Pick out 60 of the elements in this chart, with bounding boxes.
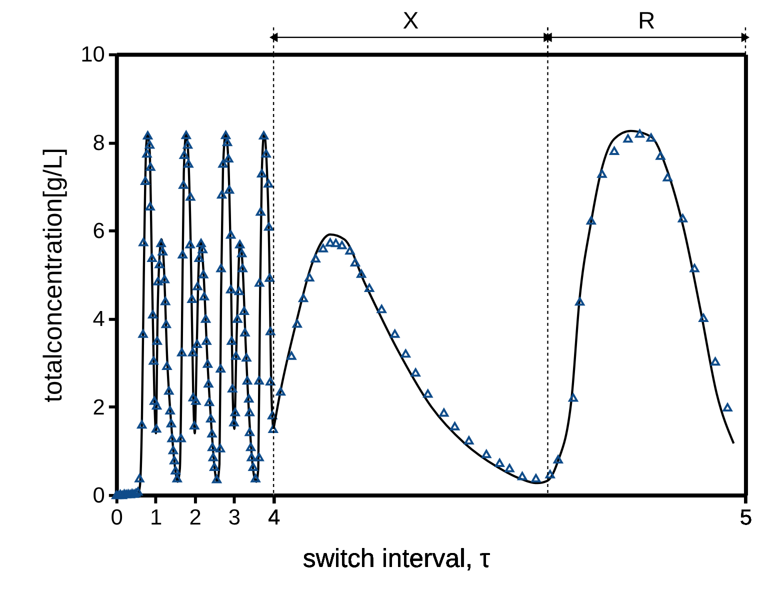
point [310,254,320,262]
point [494,458,504,467]
point [722,403,732,412]
point [356,270,366,278]
point [318,244,328,252]
point [656,151,666,160]
x-tick-label: 3 [228,504,241,530]
y-tick-label: 10 [80,42,105,67]
point [286,352,296,360]
point [710,357,720,366]
point [326,238,335,247]
y-tick-label: 8 [92,130,105,155]
point [337,240,347,250]
point [364,284,374,292]
point [568,393,578,402]
x-tick-label: 1 [150,504,162,530]
point [586,216,596,225]
point [678,214,688,222]
point [439,408,449,417]
point [553,455,563,464]
point [410,368,420,377]
point [331,238,341,248]
point [690,264,700,272]
y-axis-title: totalconcentration[g/L] [40,148,68,402]
point [401,349,410,358]
point [635,129,644,138]
point [345,246,355,255]
x-tick-label: 2 [189,504,202,530]
x-tick-label: 5 [740,504,752,530]
point [518,472,527,480]
text: R [638,7,656,34]
point [646,133,656,142]
point [610,146,619,155]
x-tick-label: 0 [110,504,123,530]
x-tick-label: 4 [268,504,280,530]
y-tick-label: 6 [92,218,105,244]
y-tick-label: 2 [92,394,105,420]
point [575,297,585,306]
point [292,319,302,328]
point [390,329,400,338]
point [298,294,308,302]
y-tick-label: 4 [92,306,105,332]
point [597,170,607,178]
point [464,436,474,444]
point [531,474,541,482]
point [350,258,360,266]
text: X [402,7,419,34]
y-tick-label: 0 [92,482,105,508]
point [545,470,555,478]
point [698,314,708,322]
x-axis-title: switch interval, τ [302,545,490,574]
point [450,422,460,430]
point [504,464,514,472]
point [623,134,633,143]
point [276,387,286,396]
point [423,389,433,398]
point [304,273,314,282]
point [482,450,492,458]
point [662,173,672,182]
point [376,304,386,314]
